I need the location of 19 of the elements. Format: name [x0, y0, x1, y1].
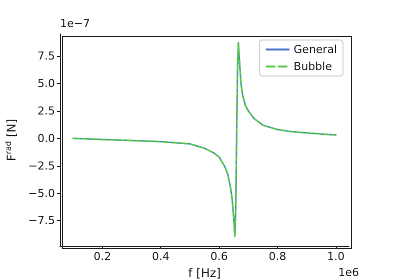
x-tick-label: 1.0 — [327, 250, 345, 263]
x-tick-label: 0.4 — [152, 250, 170, 263]
y-tick-label: −2.5 — [28, 159, 55, 172]
y-tick-label: 5.0 — [38, 76, 55, 90]
x-tick-label: 0.2 — [94, 250, 112, 263]
y-tick-label: 7.5 — [38, 49, 55, 62]
x-tick-label: 0.8 — [268, 250, 286, 263]
x-tick-label: 0.6 — [210, 250, 228, 263]
text: 1e6 — [338, 266, 359, 279]
x-axis-title: f [Hz] — [188, 266, 221, 280]
y-tick-label: −7.5 — [28, 214, 55, 228]
text: 1e−7 — [60, 17, 90, 30]
y-tick-label: −5.0 — [28, 186, 55, 200]
y-tick-label: 0.0 — [38, 132, 55, 145]
legend-label: Bubble — [294, 60, 332, 73]
legend-label: General — [294, 43, 338, 56]
line-series — [72, 42, 337, 237]
y-tick-label: 2.5 — [38, 104, 55, 118]
y-axis-title: Frad [N] — [4, 118, 18, 162]
